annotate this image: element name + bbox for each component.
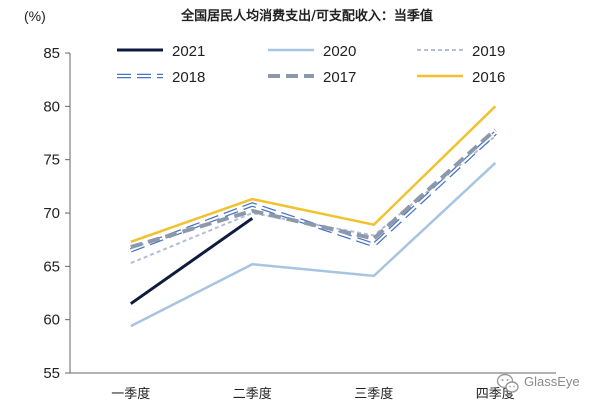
legend-label-2020: 2020 <box>323 43 356 60</box>
legend-item-2021: 2021 <box>117 43 205 60</box>
series-2020 <box>130 161 497 328</box>
y-tick-label: 70 <box>43 205 60 222</box>
wechat-icon <box>496 373 519 393</box>
legend-item-2018: 2018 <box>117 69 205 86</box>
x-tick-label: 一季度 <box>111 386 150 402</box>
y-tick-label: 65 <box>43 258 60 275</box>
series-2021 <box>129 217 254 305</box>
legend-label-2017: 2017 <box>323 69 356 86</box>
series-2019-path <box>130 135 496 265</box>
watermark: GlassEye <box>496 373 580 393</box>
series-2016 <box>130 105 497 243</box>
legend-label-2021: 2021 <box>172 43 205 60</box>
series-layer <box>129 105 497 328</box>
series-2020-path <box>130 161 497 328</box>
y-axis-unit: (%) <box>24 8 46 24</box>
x-tick-label: 三季度 <box>354 386 393 402</box>
legend: 2021 2020 2019 2018 2017 2016 <box>117 43 505 86</box>
series-2016-path <box>130 105 497 243</box>
legend-label-2019: 2019 <box>472 43 505 60</box>
y-tick-label: 75 <box>43 152 60 169</box>
series-2017 <box>130 128 497 250</box>
series-2019 <box>130 135 496 265</box>
series-2017-path <box>130 128 497 250</box>
legend-item-2019: 2019 <box>417 43 505 60</box>
x-tick-label: 二季度 <box>233 386 272 402</box>
y-tick-label: 80 <box>43 98 60 115</box>
y-tick-label: 55 <box>43 365 60 382</box>
x-tick-label: 四季度 <box>476 386 515 402</box>
axes: 55 60 65 70 75 80 85 一季度 二季度 三季度 四季度 <box>43 45 556 402</box>
legend-item-2016: 2016 <box>417 69 505 86</box>
y-tick-label: 60 <box>43 312 60 329</box>
y-tick-label: 85 <box>43 45 60 62</box>
chart-title: 全国居民人均消费支出/可支配收入：当季值 <box>180 8 433 24</box>
legend-label-2016: 2016 <box>472 69 505 86</box>
watermark-text: GlassEye <box>524 374 580 389</box>
series-2021-path <box>129 217 254 305</box>
legend-item-2017: 2017 <box>268 69 356 86</box>
legend-item-2020: 2020 <box>268 43 356 60</box>
legend-label-2018: 2018 <box>172 69 205 86</box>
